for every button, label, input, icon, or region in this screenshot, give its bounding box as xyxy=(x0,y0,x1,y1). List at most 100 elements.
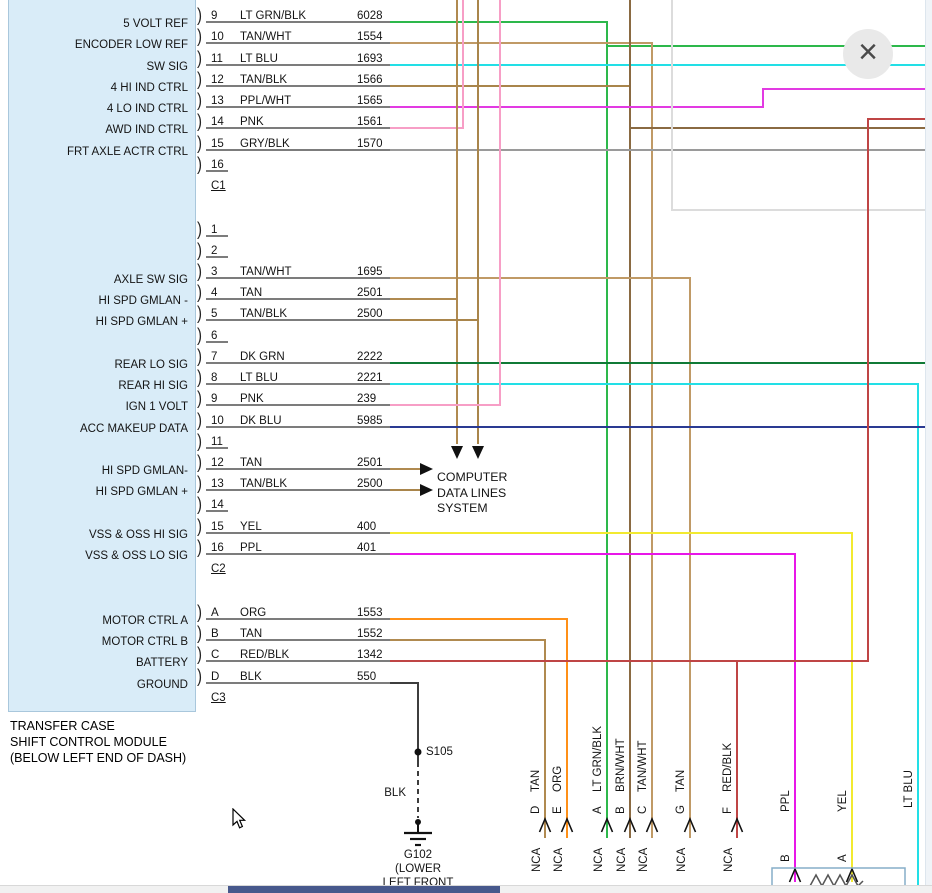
wire-c2-15-yel xyxy=(390,532,853,882)
close-button[interactable]: × xyxy=(843,29,893,79)
pin-number: 10 xyxy=(211,31,224,43)
connector-name-label: NCA xyxy=(553,847,565,872)
circuit-number-label: 2500 xyxy=(357,308,383,320)
signal-name-label: HI SPD GMLAN- xyxy=(101,465,188,477)
wire-c2-8-lt-blu xyxy=(390,383,919,886)
signal-name-label: VSS & OSS HI SIG xyxy=(88,529,188,541)
connector-name-label: NCA xyxy=(531,847,543,872)
signal-name-label: REAR HI SIG xyxy=(118,380,188,392)
connector-cavity-bracket: ) xyxy=(197,4,202,26)
pin-number: A xyxy=(211,607,219,619)
wire-c1-13-ppl-wht xyxy=(390,88,925,108)
circuit-number-label: 1566 xyxy=(357,74,383,86)
ground-location-label: G102 (LOWER LEFT FRONT xyxy=(382,849,454,889)
wire-color-label: LT GRN/BLK xyxy=(592,725,604,792)
pin-number: 16 xyxy=(211,159,224,171)
arrow-up-icon xyxy=(538,816,552,833)
signal-name-label: HI SPD GMLAN + xyxy=(95,316,188,328)
wire-color-label: BRN/WHT xyxy=(615,738,627,792)
pin-number: 8 xyxy=(211,372,218,384)
wire-color-label: LT GRN/BLK xyxy=(240,10,307,22)
connector-cavity-bracket: ) xyxy=(197,493,202,515)
connector-cavity-bracket: ) xyxy=(197,302,202,324)
signal-name-label: FRT AXLE ACTR CTRL xyxy=(67,146,188,158)
signal-name-label: MOTOR CTRL B xyxy=(101,636,188,648)
connector-name-label: NCA xyxy=(676,847,688,872)
wire-c2-3-tan-wht xyxy=(390,277,691,838)
connector-cavity-bracket: ) xyxy=(197,89,202,111)
wire-color-label: TAN/BLK xyxy=(240,308,288,320)
signal-name-label: HI SPD GMLAN + xyxy=(95,486,188,498)
wire-color-label: ORG xyxy=(552,765,564,792)
wire-color-label: TAN/WHT xyxy=(240,266,292,278)
wire-color-label: LT BLU xyxy=(240,53,278,65)
connector-name-label: NCA xyxy=(638,847,650,872)
connector-cavity-bracket: ) xyxy=(197,153,202,175)
arrow-up-icon xyxy=(560,816,574,833)
wire-color-label: DK BLU xyxy=(240,415,282,427)
splice-label: S105 xyxy=(426,746,453,758)
arrow-up-icon xyxy=(600,816,614,833)
connector-cavity-bracket: ) xyxy=(197,515,202,537)
wire-gry-top-right xyxy=(671,0,925,211)
connector-cavity-bracket: ) xyxy=(197,260,202,282)
circuit-number-label: 1342 xyxy=(357,649,383,661)
signal-name-label: AWD IND CTRL xyxy=(105,124,188,136)
connector-cavity-bracket: ) xyxy=(197,324,202,346)
pin-number: 12 xyxy=(211,74,224,86)
connector-cavity-bracket: ) xyxy=(197,218,202,240)
wire-c3-d-blk xyxy=(390,682,419,762)
connector-cavity-bracket: ) xyxy=(197,472,202,494)
pin-number: 2 xyxy=(211,245,218,257)
connector-cavity-bracket: ) xyxy=(197,622,202,644)
wire-color-label: PPL/WHT xyxy=(240,95,292,107)
wire-c3-b-tan xyxy=(390,639,546,838)
pin-number: 1 xyxy=(211,224,218,236)
arrow-up-icon xyxy=(645,816,659,833)
signal-name-label: VSS & OSS LO SIG xyxy=(85,550,188,562)
arrow-up-icon xyxy=(683,816,697,833)
wire-color-label: TAN/WHT xyxy=(637,740,649,792)
vertical-scrollbar[interactable] xyxy=(925,0,932,893)
connector-cavity-bracket: ) xyxy=(197,68,202,90)
connector-cavity-bracket: ) xyxy=(197,601,202,623)
wire-color-label: TAN/WHT xyxy=(240,31,292,43)
wire-color-label: TAN xyxy=(240,628,263,640)
arrow-right-icon xyxy=(420,484,433,496)
pin-number: 9 xyxy=(211,10,218,22)
ground-wire-color-label: BLK xyxy=(384,787,406,799)
wire-color-label: PPL xyxy=(780,790,792,812)
pin-number: 5 xyxy=(211,308,218,320)
wire-color-label: TAN/BLK xyxy=(240,74,288,86)
arrow-right-icon xyxy=(420,463,433,475)
circuit-number-label: 2500 xyxy=(357,478,383,490)
circuit-number-label: 1570 xyxy=(357,138,383,150)
signal-name-label: BATTERY xyxy=(136,657,188,669)
pin-number: 6 xyxy=(211,330,218,342)
wire-c1-14-pnk xyxy=(390,0,464,129)
wire-c3-a-org xyxy=(390,618,568,838)
pin-number: 4 xyxy=(211,287,218,299)
connector-cavity-bracket: ) xyxy=(197,132,202,154)
signal-name-label: 4 HI IND CTRL xyxy=(110,82,188,94)
connector-cavity-bracket: ) xyxy=(197,25,202,47)
pin-number: 15 xyxy=(211,138,224,150)
coil-symbol xyxy=(809,873,864,888)
pin-number: 14 xyxy=(211,499,224,511)
circuit-number-label: 2501 xyxy=(357,287,383,299)
wire-c1-10-tan-wht xyxy=(390,42,653,838)
connector-name-label: NCA xyxy=(723,847,735,872)
connector-name-label: NCA xyxy=(616,847,628,872)
connector-cavity-bracket: ) xyxy=(197,281,202,303)
pin-number: D xyxy=(211,671,220,683)
computer-data-lines-label: COMPUTER DATA LINES SYSTEM xyxy=(437,470,508,515)
circuit-number-label: 1693 xyxy=(357,53,383,65)
pin-number: C xyxy=(211,649,220,661)
horizontal-scrollbar[interactable] xyxy=(0,885,932,893)
circuit-number-label: 1554 xyxy=(357,31,383,43)
horizontal-scrollbar-thumb[interactable] xyxy=(228,886,500,893)
pin-number: 10 xyxy=(211,415,224,427)
pin-letter-label: A xyxy=(592,806,604,814)
pin-number: 11 xyxy=(211,53,223,65)
arrow-up-icon xyxy=(623,816,637,833)
